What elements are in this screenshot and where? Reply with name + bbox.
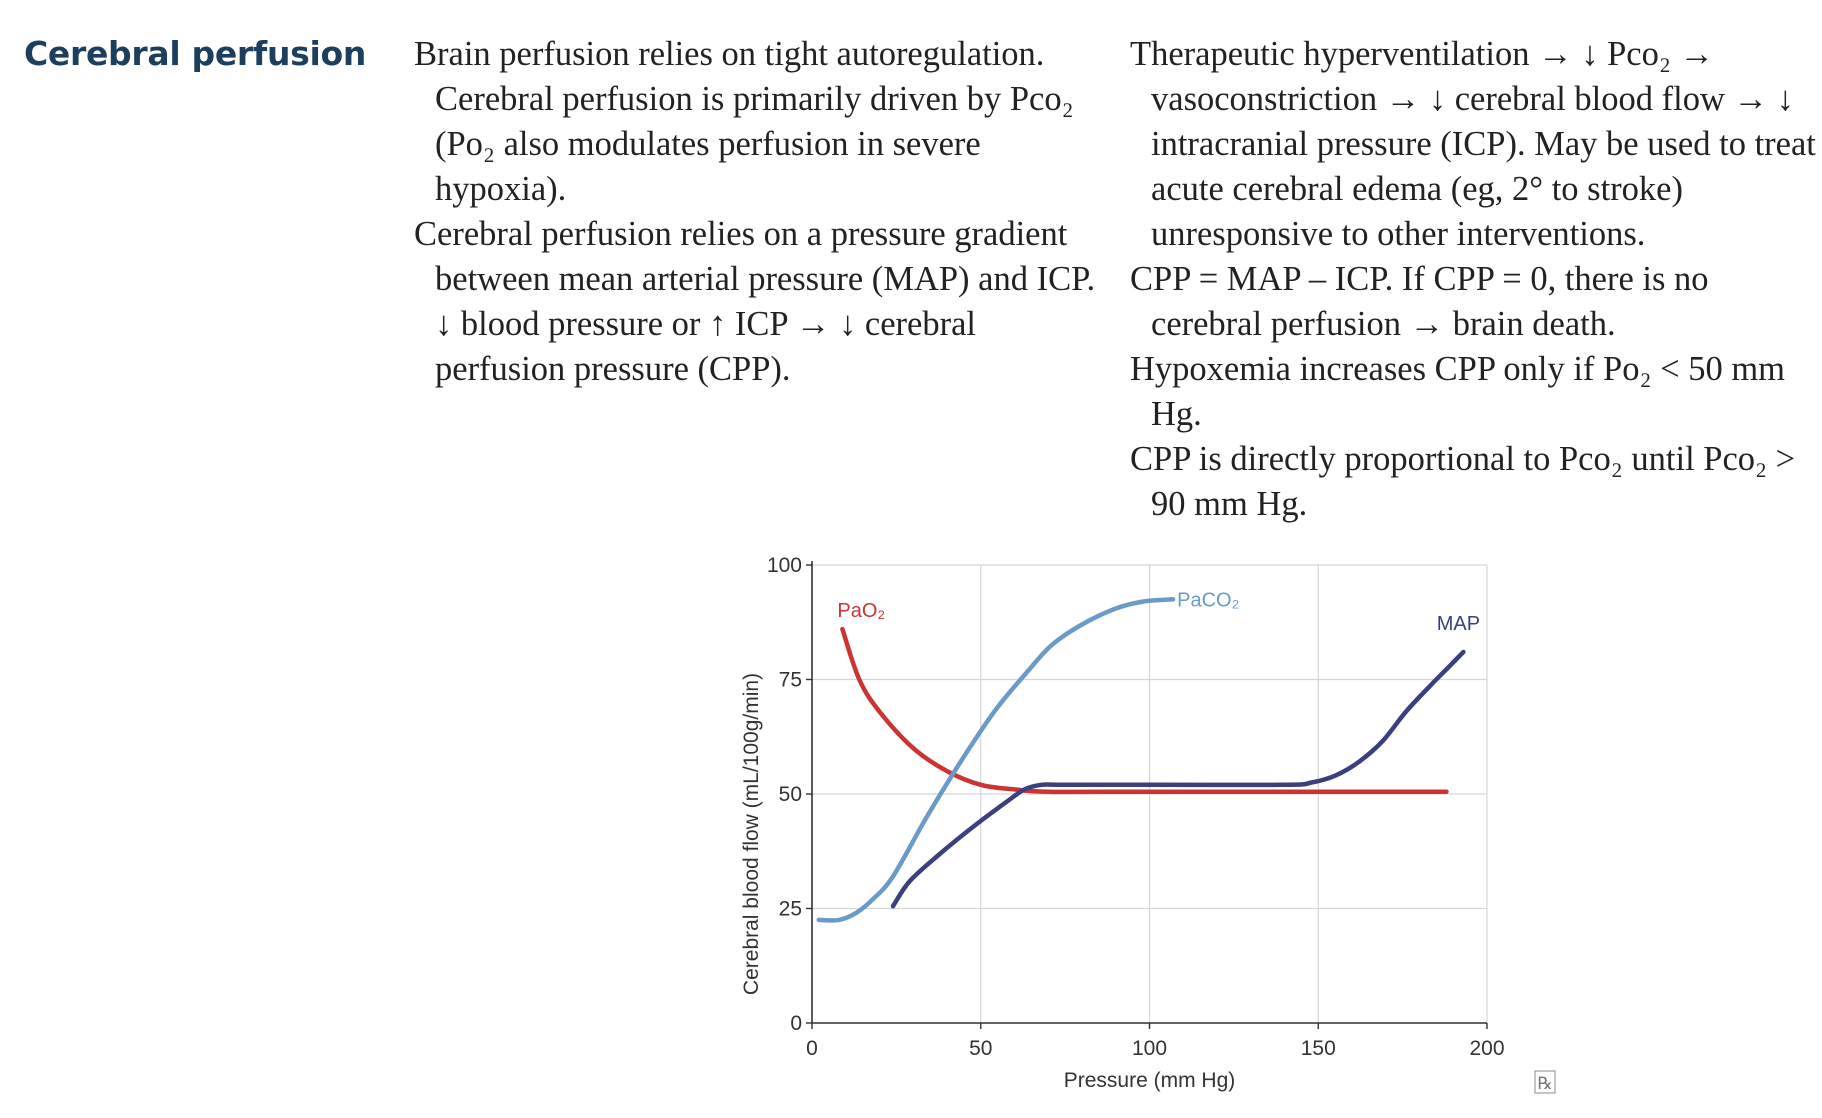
x-tick-label: 150 — [1301, 1037, 1336, 1060]
paragraph: CPP = MAP – ICP. If CPP = 0, there is no… — [1130, 260, 1709, 343]
y-tick-label: 100 — [767, 554, 802, 577]
y-tick-label: 0 — [790, 1012, 802, 1035]
cerebral-blood-flow-chart: 0 50 100 150 200 0 25 50 75 100 Pressure (mm Hg) Ce… — [720, 545, 1580, 1110]
x-tick-label: 100 — [1132, 1037, 1167, 1060]
series-label: PaCO₂ — [1177, 589, 1239, 611]
series-label: PaO₂ — [837, 600, 885, 622]
y-axis-title: Cerebral blood flow (mL/100g/min) — [740, 673, 763, 995]
series-line — [840, 626, 1449, 795]
rx-logo-box — [1534, 1070, 1556, 1094]
x-tick-label: 50 — [969, 1037, 992, 1060]
section-heading: Cerebral perfusion — [24, 34, 367, 73]
x-tick-label: 0 — [806, 1037, 818, 1060]
left-text-column: Brain perfusion relies on tight autoregu… — [414, 32, 1114, 392]
chart-svg: 0 50 100 150 200 0 25 50 75 100 Pressure (mm Hg) Ce… — [740, 554, 1556, 1094]
y-tick-label: 75 — [779, 669, 802, 692]
x-axis-title: Pressure (mm Hg) — [1064, 1069, 1236, 1092]
paragraph: Cerebral perfusion relies on a pressure … — [414, 215, 1096, 388]
paragraph: Hypoxemia increases CPP only if Po₂ < 50… — [1130, 350, 1785, 433]
y-tick-label: 50 — [779, 783, 802, 806]
paragraph: CPP is directly proportional to Pco₂ unt… — [1130, 440, 1796, 523]
right-text-column: Therapeutic hyperventilation → ↓ Pco₂ → … — [1130, 32, 1820, 527]
series-label: MAP — [1437, 613, 1480, 635]
series-line — [816, 597, 1176, 923]
series-line — [890, 649, 1466, 909]
paragraph: Therapeutic hyperventilation → ↓ Pco₂ → … — [1130, 35, 1816, 253]
rx-logo: ℞ — [1537, 1074, 1552, 1093]
paragraph: Brain perfusion relies on tight autoregu… — [414, 35, 1074, 208]
y-tick-label: 25 — [779, 898, 802, 921]
x-tick-label: 200 — [1469, 1037, 1504, 1060]
